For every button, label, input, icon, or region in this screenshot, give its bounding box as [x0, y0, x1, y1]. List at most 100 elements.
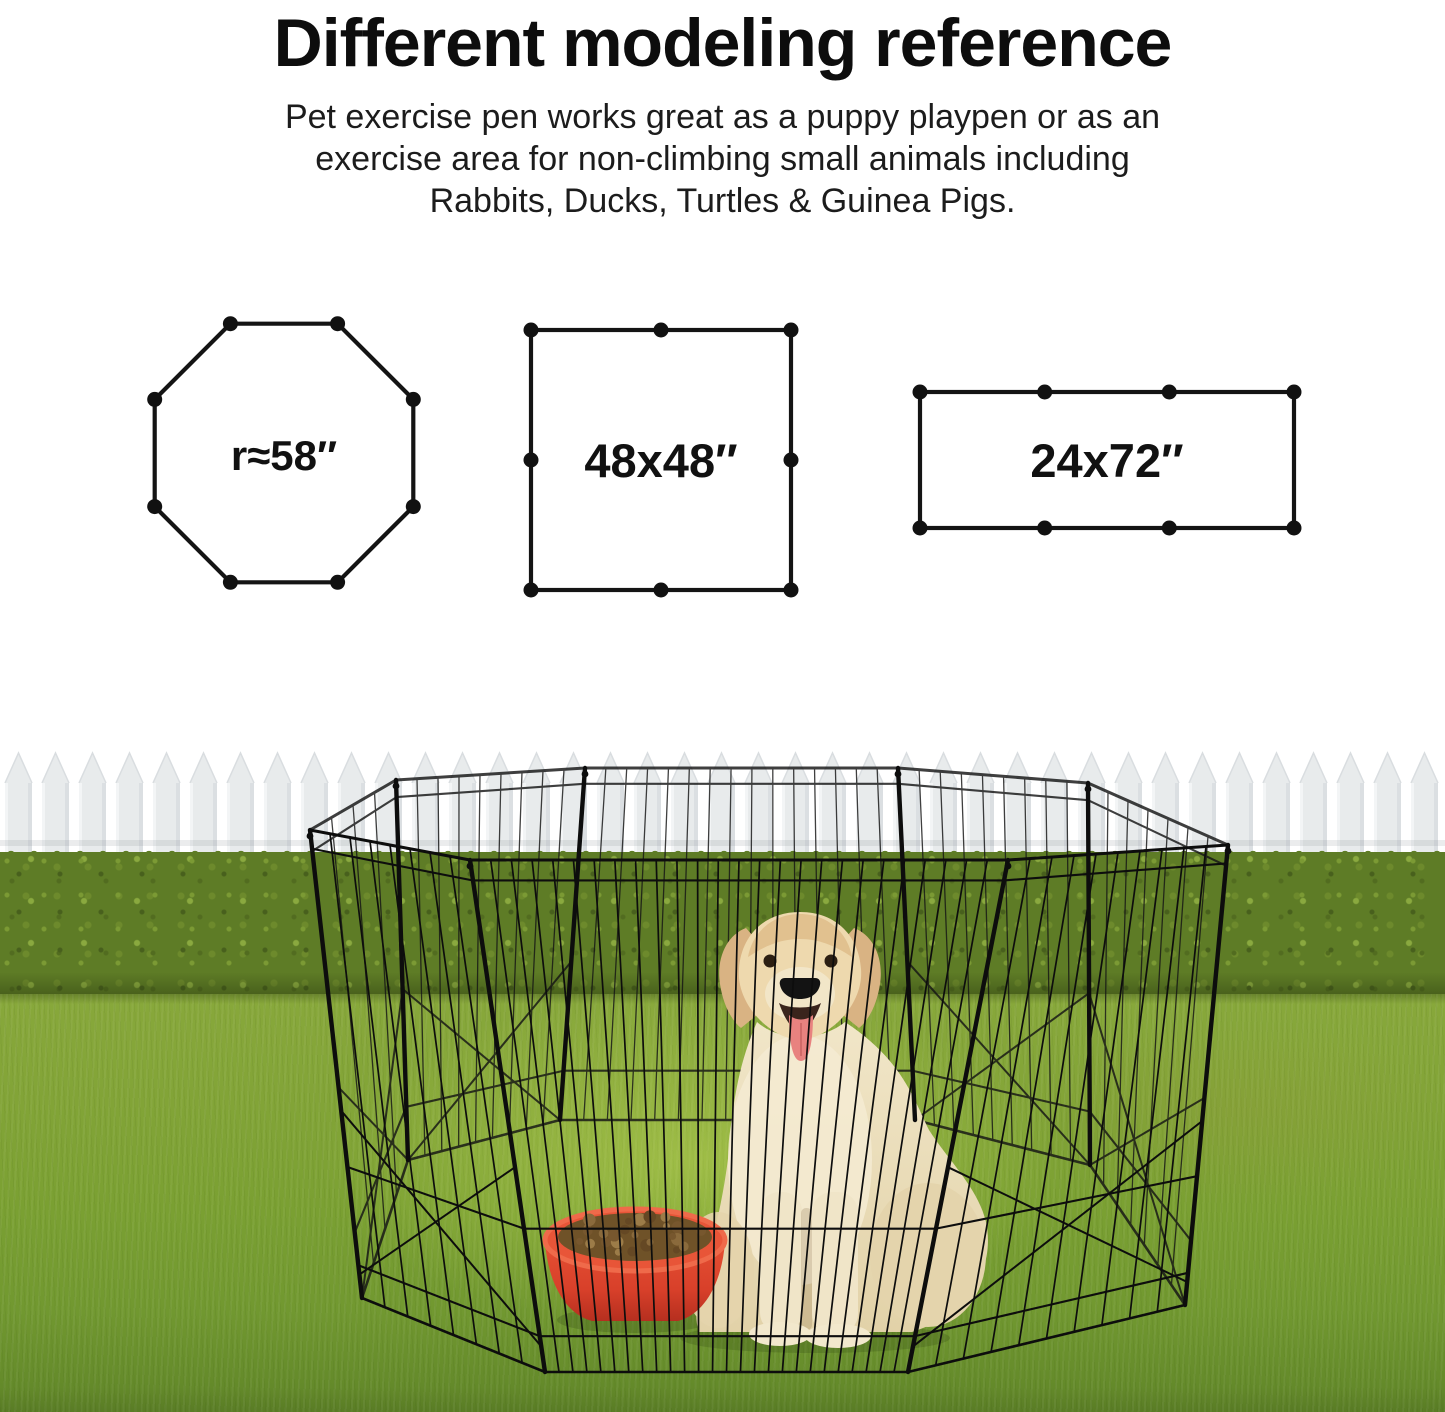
pen-hinge-clip	[894, 770, 902, 778]
pen-wire	[330, 816, 375, 1265]
pen-wire	[1102, 791, 1109, 1186]
pen-wire	[349, 836, 409, 1318]
page-title: Different modeling reference	[273, 5, 1173, 81]
square-hinge-dots	[523, 322, 799, 598]
pen-corner-post	[1182, 842, 1231, 1308]
dog-front-leg-left	[760, 1192, 802, 1332]
pen-cross-brace	[407, 960, 573, 1161]
pen-rail	[897, 782, 1090, 802]
pen-cross-brace	[912, 1120, 1204, 1348]
pen-wire	[1073, 850, 1141, 1333]
pen-wire	[1128, 847, 1185, 1320]
octagon-size-label: r≈58″	[230, 432, 338, 479]
pen-cross-brace	[1089, 1097, 1206, 1166]
pen-wire	[489, 859, 560, 1373]
pen-wire	[583, 767, 607, 1121]
subtitle-line-1: Pet exercise pen works great as a puppy …	[284, 98, 1161, 136]
pen-wire	[508, 771, 523, 1134]
pen-wire	[525, 770, 544, 1130]
pen-hinge-clip	[581, 770, 589, 778]
kibble-piece	[576, 1237, 584, 1245]
kibble-piece	[608, 1228, 621, 1242]
pen-wire	[474, 774, 481, 1143]
pen-wire	[676, 859, 686, 1373]
pen-wire	[767, 859, 802, 1373]
pen-hinge-clip	[1224, 847, 1232, 855]
rectangle-hinge-dots	[912, 384, 1302, 536]
pen-wire	[542, 768, 565, 1126]
rectangle-diagram: 24x72″	[912, 384, 1302, 536]
pen-wire	[1116, 800, 1129, 1206]
pen-wire	[990, 854, 1075, 1353]
pen-rail	[395, 782, 585, 799]
pen-rail	[1086, 781, 1230, 847]
pen-cross-brace	[401, 988, 561, 1121]
pen-wire	[1002, 775, 1013, 1146]
subtitle: Pet exercise pen works great as a puppy …	[0, 96, 1445, 222]
pen-wire	[551, 859, 602, 1373]
pen-wire	[1143, 817, 1169, 1246]
pen-wire	[879, 859, 968, 1373]
subtitle-line-2: exercise area for non-climbing small ani…	[315, 140, 1130, 179]
octagon-diagram: r≈58″	[138, 308, 430, 598]
pen-wire	[753, 859, 782, 1373]
modeling-diagrams: r≈58″ 48x48″ 24x72″	[138, 308, 1302, 598]
pen-rail	[1088, 1110, 1193, 1242]
pen-wire	[1170, 835, 1209, 1286]
pen-wire	[572, 859, 616, 1373]
pen-wire	[1130, 808, 1149, 1226]
playpen-scene	[306, 765, 1232, 1375]
pen-cross-brace	[947, 1166, 1189, 1283]
square-diagram: 48x48″	[523, 322, 799, 598]
pen-wire	[962, 856, 1053, 1360]
pen-wire	[409, 847, 478, 1346]
kibble-piece	[660, 1212, 671, 1222]
pen-wire	[939, 770, 955, 1131]
octagon-hinge-dots	[147, 316, 421, 590]
pen-rail	[394, 766, 587, 782]
pen-wire	[809, 859, 865, 1373]
rectangle-size-label: 24x72″	[1030, 433, 1184, 487]
pen-wire	[725, 859, 740, 1373]
pen-rail	[911, 1069, 1091, 1113]
square-shape-icon	[523, 322, 799, 598]
dog-forehead	[748, 914, 852, 957]
pen-hinge-clip	[392, 782, 400, 790]
pen-hinge-clip	[1004, 862, 1012, 870]
pen-corner-post	[307, 827, 365, 1301]
kibble-piece	[583, 1213, 596, 1227]
pen-wire	[1066, 780, 1072, 1161]
dog-paw-left	[749, 1322, 811, 1346]
pen-wire	[865, 859, 947, 1373]
subtitle-line-3: Rabbits, Ducks, Turtles & Guinea Pigs.	[429, 182, 1016, 221]
pen-hinge-clip	[306, 832, 314, 840]
pen-wire	[416, 778, 426, 1157]
pen-rail	[406, 1118, 562, 1162]
pen-cross-brace	[358, 1166, 516, 1276]
pen-hinge-clip	[466, 862, 474, 870]
pen-wire	[510, 859, 574, 1373]
kibble-piece	[646, 1238, 654, 1246]
pen-corner-post	[467, 857, 548, 1375]
pen-wire	[593, 859, 630, 1373]
pen-wire	[491, 772, 502, 1139]
pen-wire	[1024, 777, 1033, 1151]
kibble-piece	[627, 1246, 638, 1257]
kibble-piece	[669, 1232, 677, 1240]
dog-right-eye	[824, 954, 838, 968]
pen-corner-post	[393, 777, 411, 1163]
pen-wire	[1045, 779, 1052, 1156]
pen-wire	[1156, 845, 1207, 1313]
rectangle-shape-icon	[912, 384, 1302, 536]
pen-wire	[613, 859, 644, 1373]
pen-wire	[696, 859, 700, 1373]
pen-wire	[739, 859, 761, 1373]
kibble-piece	[585, 1238, 595, 1249]
kibble-piece	[625, 1217, 633, 1225]
pen-corner-post	[557, 765, 588, 1123]
pen-cross-brace	[361, 988, 404, 1299]
pen-wire	[654, 767, 670, 1121]
pen-rail	[913, 1118, 1092, 1167]
kibble-piece	[678, 1241, 689, 1252]
dog-front-leg-right	[812, 1192, 858, 1334]
